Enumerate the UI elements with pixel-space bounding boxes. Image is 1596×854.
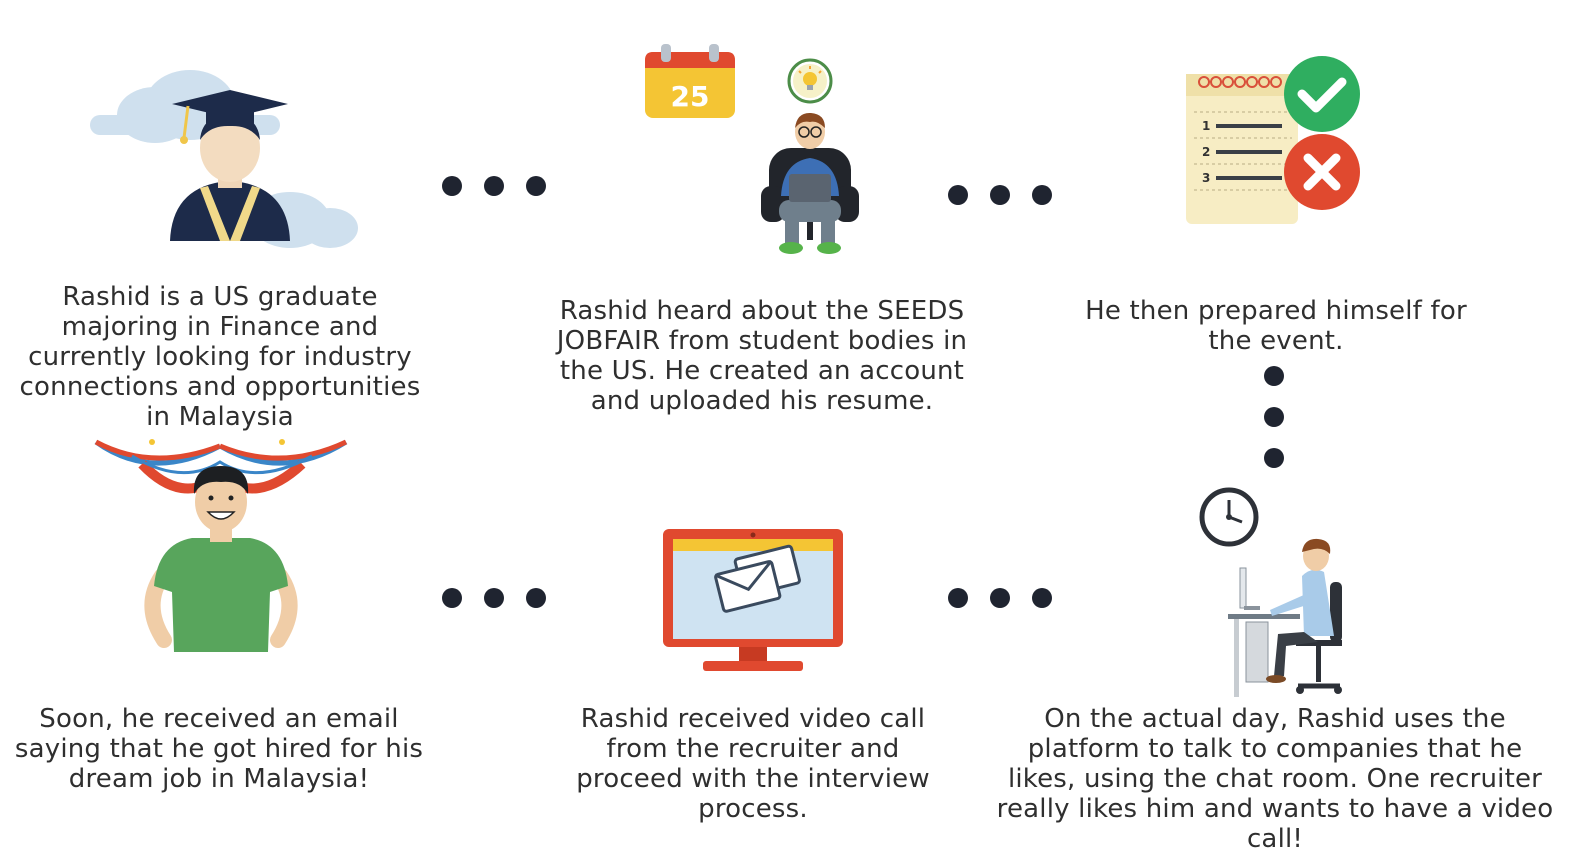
connector-dot	[1264, 366, 1284, 386]
connector-dot	[442, 588, 462, 608]
connector-dot	[484, 588, 504, 608]
connector-dot	[526, 588, 546, 608]
connector-dot	[1032, 185, 1052, 205]
connector-dot	[1032, 588, 1052, 608]
graduate-icon	[90, 70, 358, 248]
step-6-caption: Soon, he received an email saying that h…	[14, 704, 424, 794]
connector-dot	[948, 588, 968, 608]
step-4-caption: On the actual day, Rashid uses the platf…	[996, 704, 1554, 854]
list-number: 3	[1202, 171, 1210, 185]
connector-dot	[484, 176, 504, 196]
connector-dots	[442, 176, 546, 196]
list-number: 1	[1202, 119, 1210, 133]
happy-man-icon	[94, 439, 348, 652]
connector-dot	[948, 185, 968, 205]
connector-dot	[990, 185, 1010, 205]
step-1-caption: Rashid is a US graduate majoring in Fina…	[19, 282, 421, 432]
clock-icon	[1199, 487, 1259, 547]
connector-dots	[948, 588, 1052, 608]
person-at-desk-icon	[1228, 538, 1342, 697]
connector-dots	[1264, 366, 1284, 468]
calendar-icon: 25	[645, 44, 735, 118]
connector-dot	[1264, 407, 1284, 427]
calendar-day: 25	[671, 80, 710, 113]
connector-dot	[526, 176, 546, 196]
connector-dots	[442, 588, 546, 608]
checklist-icon: 1 2 3	[1186, 56, 1360, 224]
step-5-caption: Rashid received video call from the recr…	[576, 704, 930, 824]
step-2-caption: Rashid heard about the SEEDS JOBFAIR fro…	[556, 296, 968, 416]
step-3-caption: He then prepared himself for the event.	[1085, 296, 1467, 356]
connector-dot	[442, 176, 462, 196]
connector-dots	[948, 185, 1052, 205]
student-laptop-icon	[761, 112, 859, 254]
monitor-email-icon	[663, 529, 843, 671]
list-number: 2	[1202, 145, 1210, 159]
connector-dot	[990, 588, 1010, 608]
lightbulb-icon	[787, 58, 833, 104]
connector-dot	[1264, 448, 1284, 468]
